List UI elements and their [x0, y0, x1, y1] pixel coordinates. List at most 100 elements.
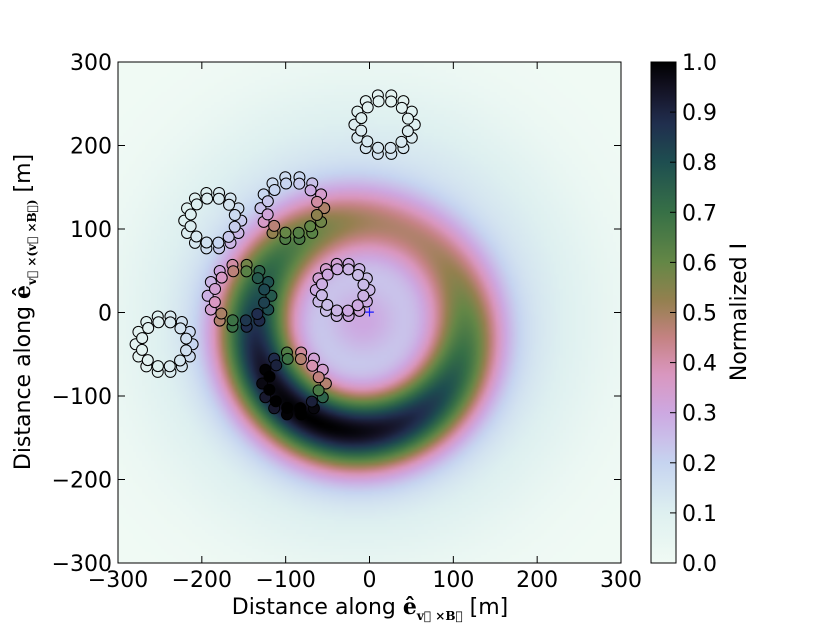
station-marker	[342, 263, 355, 276]
station-group-1	[348, 89, 421, 160]
station-marker	[136, 332, 149, 345]
station-marker	[227, 265, 240, 278]
colorbar-tick-label: 0.6	[682, 251, 717, 276]
station-marker	[200, 236, 213, 249]
station-marker	[293, 177, 306, 190]
station-marker	[372, 141, 385, 154]
station-marker	[212, 236, 225, 249]
station-marker	[258, 283, 271, 296]
station-marker	[270, 359, 283, 372]
station-marker	[226, 314, 239, 327]
station-marker	[180, 332, 193, 345]
station-marker	[201, 192, 214, 205]
y-tick-label: −100	[52, 385, 112, 410]
colorbar: 0.0 0.1 0.2 0.3 0.4 0.5 0.6 0.7 0.8 0.9 1.0 Normal…	[650, 51, 752, 577]
station-marker	[401, 125, 414, 138]
station-marker	[330, 304, 343, 317]
station-marker	[281, 401, 294, 414]
station-marker	[304, 184, 317, 197]
colorbar-ticks: 0.0 0.1 0.2 0.3 0.4 0.5 0.6 0.7 0.8 0.9 1.0	[670, 51, 717, 577]
station-marker	[279, 226, 292, 239]
colorbar-tick-label: 0.5	[682, 302, 717, 327]
station-marker	[292, 226, 305, 239]
x-tick-label: −300	[88, 568, 148, 593]
station-marker	[311, 195, 324, 208]
station-marker	[258, 296, 271, 309]
station-marker	[294, 402, 307, 415]
station-marker	[395, 101, 408, 114]
station-marker	[357, 289, 370, 302]
station-marker	[315, 289, 328, 302]
station-marker	[141, 354, 154, 367]
x-tick-label: 100	[432, 568, 474, 593]
station-marker	[209, 282, 222, 295]
station-marker	[152, 316, 165, 329]
station-marker	[331, 263, 344, 276]
colorbar-tick-label: 0.8	[682, 151, 717, 176]
station-marker	[164, 316, 177, 329]
y-tick-label: 0	[98, 302, 112, 327]
station-marker	[263, 383, 276, 396]
station-marker	[269, 395, 282, 408]
station-marker	[174, 354, 187, 367]
station-marker	[321, 298, 334, 311]
colorbar-tick-label: 0.4	[682, 352, 717, 377]
y-tick-label: −200	[52, 469, 112, 494]
x-axis-label: Distance along êv⃗ ×B⃗ [m]	[232, 594, 509, 623]
station-marker	[208, 296, 221, 309]
y-tick-label: 100	[70, 218, 112, 243]
station-marker	[228, 209, 241, 222]
station-marker	[355, 112, 368, 125]
station-marker	[239, 314, 252, 327]
colorbar-label: Normalized I	[727, 243, 752, 381]
y-tick-label: 300	[70, 51, 112, 76]
station-marker	[240, 265, 253, 278]
colorbar-tick-label: 0.7	[682, 201, 717, 226]
station-group-3	[178, 186, 248, 255]
station-marker	[384, 141, 397, 154]
y-axis-ticks: −300 −200 −100 0 100 200 300	[52, 51, 621, 577]
station-marker	[304, 220, 317, 233]
station-marker	[180, 344, 193, 357]
station-marker	[281, 352, 294, 365]
colorbar-tick-label: 0.0	[682, 552, 717, 577]
station-marker	[184, 208, 197, 221]
station-marker	[312, 371, 325, 384]
station-marker	[372, 95, 385, 108]
station-marker	[184, 220, 197, 233]
station-marker	[316, 278, 329, 291]
station-marker	[261, 195, 274, 208]
station-group-6	[129, 310, 199, 378]
station-group-5	[309, 257, 376, 323]
colorbar-tick-label: 0.9	[682, 101, 717, 126]
station-marker	[251, 307, 264, 320]
station-marker	[261, 208, 274, 221]
x-axis-ticks: −300 −200 −100 0 100 200 300	[88, 62, 642, 593]
station-marker	[136, 343, 149, 356]
x-tick-label: −100	[255, 568, 315, 593]
station-marker	[341, 304, 354, 317]
station-marker	[223, 198, 236, 211]
station-marker	[151, 360, 164, 373]
station-marker	[215, 307, 228, 320]
station-marker	[306, 359, 319, 372]
station-marker	[305, 395, 318, 408]
station-marker	[357, 278, 370, 291]
station-marker	[310, 208, 323, 221]
plot-area: + −300 −200 −100 0 100 200 300 −300 −200 −100 0 10…	[52, 51, 642, 593]
station-marker	[355, 124, 368, 137]
station-marker	[351, 299, 364, 312]
y-tick-label: 200	[70, 135, 112, 160]
station-group-2	[254, 171, 331, 246]
y-axis-label: Distance along êv⃗ ×(v⃗ ×B⃗) [m]	[10, 154, 39, 470]
station-marker	[215, 271, 228, 284]
core-marker: +	[364, 305, 376, 321]
x-tick-label: 0	[363, 568, 377, 593]
station-marker	[385, 95, 398, 108]
station-marker	[142, 321, 155, 334]
colorbar-tick-label: 0.1	[682, 502, 717, 527]
x-tick-label: −200	[172, 568, 232, 593]
x-tick-label: 300	[600, 568, 642, 593]
station-marker	[190, 198, 203, 211]
